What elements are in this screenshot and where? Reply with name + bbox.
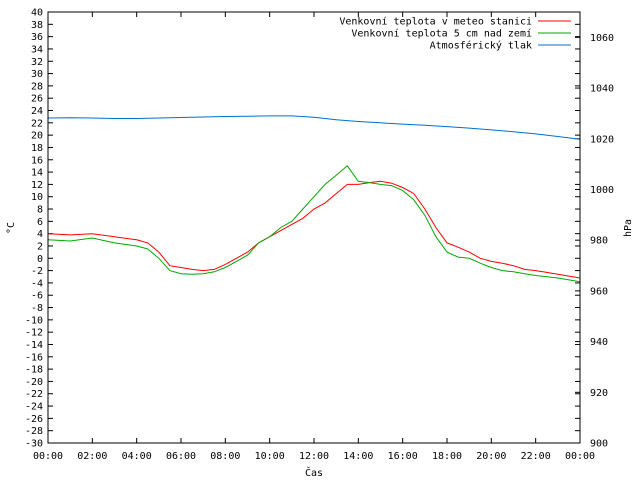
x-tick-label: 16:00 [388, 451, 418, 462]
x-tick-label: 04:00 [122, 451, 152, 462]
x-tick-label: 10:00 [255, 451, 285, 462]
y-tick-label-left: 4 [37, 229, 43, 240]
y-tick-label-left: -26 [25, 414, 43, 425]
legend: Venkovní teplota v meteo staniciVenkovní… [339, 16, 571, 52]
y-tick-label-left: 36 [31, 32, 43, 43]
y-tick-label-left: 20 [31, 131, 43, 142]
y-tick-label-right: 1060 [590, 33, 614, 44]
y-tick-label-right: 960 [590, 286, 608, 297]
y-tick-label-left: 30 [31, 69, 43, 80]
x-tick-label: 02:00 [77, 451, 107, 462]
legend-label-3: Atmosférický tlak [430, 40, 532, 52]
y-tick-label-left: -14 [25, 340, 43, 351]
x-tick-label: 00:00 [33, 451, 63, 462]
y-tick-label-left: 12 [31, 180, 43, 191]
y-tick-label-left: 28 [31, 81, 43, 92]
y-tick-label-left: 40 [31, 8, 43, 19]
x-axis-label: Čas [305, 466, 323, 479]
y-axis-label-left: °C [6, 222, 17, 234]
x-tick-label: 06:00 [166, 451, 196, 462]
y-tick-label-left: 0 [37, 254, 43, 265]
y-tick-label-left: -16 [25, 352, 43, 363]
y-tick-label-left: -2 [31, 266, 43, 277]
y-tick-label-left: 34 [31, 44, 43, 55]
y-tick-label-left: -12 [25, 328, 43, 339]
x-tick-label: 18:00 [432, 451, 462, 462]
x-tick-label: 08:00 [210, 451, 240, 462]
plot-frame [47, 11, 581, 444]
y-tick-label-left: -6 [31, 291, 43, 302]
series-line-1 [47, 180, 581, 279]
y-tick-label-left: 18 [31, 143, 43, 154]
y-tick-label-left: -22 [25, 389, 43, 400]
x-tick-label: 20:00 [476, 451, 506, 462]
y-tick-label-left: 26 [31, 94, 43, 105]
y-tick-label-left: -8 [31, 303, 43, 314]
series-line-3 [47, 115, 581, 140]
x-tick-label: 14:00 [343, 451, 373, 462]
y-tick-label-left: -28 [25, 426, 43, 437]
y-tick-label-left: -30 [25, 439, 43, 450]
y-axis-label-right: hPa [623, 219, 634, 237]
y-tick-label-left: -4 [31, 278, 43, 289]
ticks-layer: -30-28-26-24-22-20-18-16-14-12-10-8-6-4-… [25, 8, 614, 463]
y-tick-label-left: 22 [31, 118, 43, 129]
y-tick-label-left: -10 [25, 315, 43, 326]
legend-label-1: Venkovní teplota v meteo stanici [339, 16, 532, 28]
y-tick-label-right: 980 [590, 236, 608, 247]
y-tick-label-left: 14 [31, 168, 43, 179]
y-tick-label-left: 38 [31, 20, 43, 31]
series-layer [47, 115, 581, 283]
legend-label-2: Venkovní teplota 5 cm nad zemí [351, 28, 532, 40]
y-tick-label-left: 2 [37, 241, 43, 252]
x-tick-label: 22:00 [521, 451, 551, 462]
y-tick-label-right: 1020 [590, 134, 614, 145]
y-tick-label-left: 24 [31, 106, 43, 117]
y-tick-label-left: -18 [25, 365, 43, 376]
x-tick-label: 12:00 [299, 451, 329, 462]
y-tick-label-right: 1040 [590, 84, 614, 95]
y-tick-label-left: 32 [31, 57, 43, 68]
y-tick-label-right: 1000 [590, 185, 614, 196]
y-tick-label-right: 920 [590, 388, 608, 399]
x-tick-label: 00:00 [565, 451, 595, 462]
y-tick-label-left: 6 [37, 217, 43, 228]
y-tick-label-right: 900 [590, 439, 608, 450]
series-line-2 [47, 165, 581, 283]
y-tick-label-left: 16 [31, 155, 43, 166]
y-tick-label-left: 10 [31, 192, 43, 203]
y-tick-label-left: -24 [25, 402, 43, 413]
y-tick-label-left: -20 [25, 377, 43, 388]
y-tick-label-left: 8 [37, 205, 43, 216]
y-tick-label-right: 940 [590, 337, 608, 348]
